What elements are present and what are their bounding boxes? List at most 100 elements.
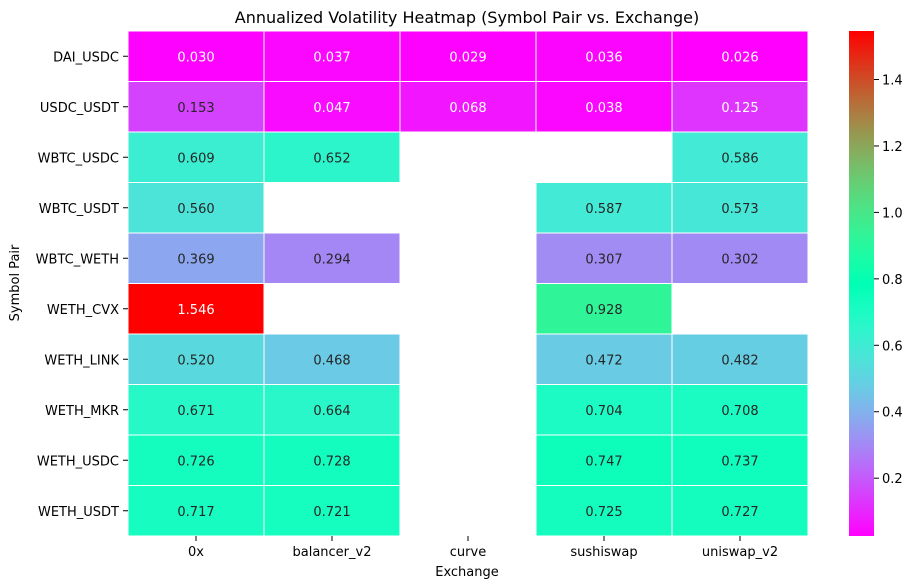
y-tick-label: WETH_USDC <box>37 454 119 469</box>
cell-value-label: 0.036 <box>585 50 622 65</box>
heatmap-cell <box>263 333 401 385</box>
y-tick-label: USDC_USDT <box>40 101 119 116</box>
heatmap-cell <box>671 384 809 436</box>
cell-value-label: 0.482 <box>721 353 758 368</box>
cell-value-label: 0.728 <box>313 454 350 469</box>
heatmap-cell <box>535 232 673 284</box>
heatmap-cell <box>671 81 809 133</box>
heatmap-cell <box>535 485 673 537</box>
cell-value-label: 0.726 <box>177 454 214 469</box>
cell-value-label: 0.727 <box>721 505 758 520</box>
cell-value-label: 0.037 <box>313 50 350 65</box>
cell-value-label: 0.586 <box>721 151 758 166</box>
cell-value-label: 0.725 <box>585 505 622 520</box>
cell-value-label: 0.026 <box>721 50 758 65</box>
heatmap-cell <box>671 131 809 183</box>
heatmap-cell <box>399 30 537 82</box>
heatmap-cell <box>127 182 265 234</box>
heatmap-cell <box>535 283 673 335</box>
cell-value-label: 0.068 <box>449 101 486 116</box>
heatmap-cell <box>127 384 265 436</box>
x-axis: 0x balancer_v2 curve sushiswap uniswap_v2 <box>188 536 778 560</box>
y-tick-label: WBTC_USDT <box>39 202 119 217</box>
cell-value-label: 0.047 <box>313 101 350 116</box>
heatmap-cell <box>127 81 265 133</box>
cell-value-label: 0.294 <box>313 252 350 267</box>
y-tick-label: WBTC_USDC <box>38 151 119 166</box>
cell-value-label: 0.468 <box>313 353 350 368</box>
colorbar-tick-label: 0.2 <box>882 472 903 487</box>
y-tick-label: WETH_LINK <box>44 353 119 368</box>
colorbar-tick-label: 1.0 <box>882 206 903 221</box>
colorbar-tick-label: 0.6 <box>882 339 903 354</box>
cell-value-label: 0.717 <box>177 505 214 520</box>
heatmap-cell <box>671 485 809 537</box>
colorbar-tick-label: 0.4 <box>882 406 903 421</box>
cell-value-label: 0.520 <box>177 353 214 368</box>
colorbar: 0.2 0.4 0.6 0.8 1.0 1.2 1.4 <box>849 31 903 536</box>
cell-value-label: 0.609 <box>177 151 214 166</box>
chart-title: Annualized Volatility Heatmap (Symbol Pa… <box>235 8 699 27</box>
heatmap-cell <box>671 182 809 234</box>
heatmap-cell <box>263 384 401 436</box>
heatmap-cell <box>127 485 265 537</box>
x-tick-label: 0x <box>188 545 204 560</box>
cell-value-label: 0.038 <box>585 101 622 116</box>
cell-value-label: 0.652 <box>313 151 350 166</box>
heatmap-cell <box>671 333 809 385</box>
heatmap-cell <box>535 384 673 436</box>
cell-value-label: 0.307 <box>585 252 622 267</box>
y-axis-label: Symbol Pair <box>8 244 23 321</box>
cell-value-label: 0.472 <box>585 353 622 368</box>
cell-value-label: 0.671 <box>177 404 214 419</box>
colorbar-tick-label: 1.2 <box>882 140 903 155</box>
y-tick-label: DAI_USDC <box>53 50 119 65</box>
cell-value-label: 0.560 <box>177 202 214 217</box>
cell-value-label: 0.587 <box>585 202 622 217</box>
heatmap-cells: 0.030 0.037 0.029 0.036 0.026 0.153 0.047 0.068… <box>127 30 809 537</box>
heatmap-cell <box>263 131 401 183</box>
x-tick-label: sushiswap <box>570 545 637 560</box>
heatmap-cell <box>263 232 401 284</box>
cell-value-label: 0.302 <box>721 252 758 267</box>
cell-value-label: 0.747 <box>585 454 622 469</box>
cell-value-label: 1.546 <box>177 303 214 318</box>
heatmap-cell <box>127 283 265 335</box>
x-tick-label: uniswap_v2 <box>702 545 778 560</box>
colorbar-tick-label: 0.8 <box>882 273 903 288</box>
y-tick-label: WETH_MKR <box>45 404 119 419</box>
cell-value-label: 0.153 <box>177 101 214 116</box>
x-axis-label: Exchange <box>435 565 499 580</box>
cell-value-label: 0.030 <box>177 50 214 65</box>
heatmap-cell <box>535 30 673 82</box>
cell-value-label: 0.664 <box>313 404 350 419</box>
heatmap-cell <box>263 30 401 82</box>
heatmap-cell <box>263 485 401 537</box>
heatmap-cell <box>127 30 265 82</box>
y-tick-label: WETH_CVX <box>47 303 119 318</box>
heatmap-cell <box>127 434 265 486</box>
heatmap-cell <box>671 232 809 284</box>
heatmap-cell <box>671 30 809 82</box>
cell-value-label: 0.737 <box>721 454 758 469</box>
cell-value-label: 0.928 <box>585 303 622 318</box>
cell-value-label: 0.369 <box>177 252 214 267</box>
heatmap-cell <box>535 333 673 385</box>
heatmap-cell <box>399 81 537 133</box>
cell-value-label: 0.708 <box>721 404 758 419</box>
heatmap-cell <box>127 333 265 385</box>
x-tick-label: curve <box>450 545 486 560</box>
cell-value-label: 0.721 <box>313 505 350 520</box>
colorbar-tick-label: 1.4 <box>882 74 903 89</box>
y-axis: DAI_USDC USDC_USDT WBTC_USDC WBTC_USDT WBTC_… <box>36 50 128 520</box>
cell-value-label: 0.029 <box>449 50 486 65</box>
cell-value-label: 0.573 <box>721 202 758 217</box>
colorbar-gradient <box>849 31 874 536</box>
cell-value-label: 0.704 <box>585 404 622 419</box>
y-tick-label: WETH_USDT <box>38 505 119 520</box>
y-tick-label: WBTC_WETH <box>36 252 119 267</box>
cell-value-label: 0.125 <box>721 101 758 116</box>
x-tick-label: balancer_v2 <box>293 545 372 560</box>
heatmap-cell <box>535 81 673 133</box>
